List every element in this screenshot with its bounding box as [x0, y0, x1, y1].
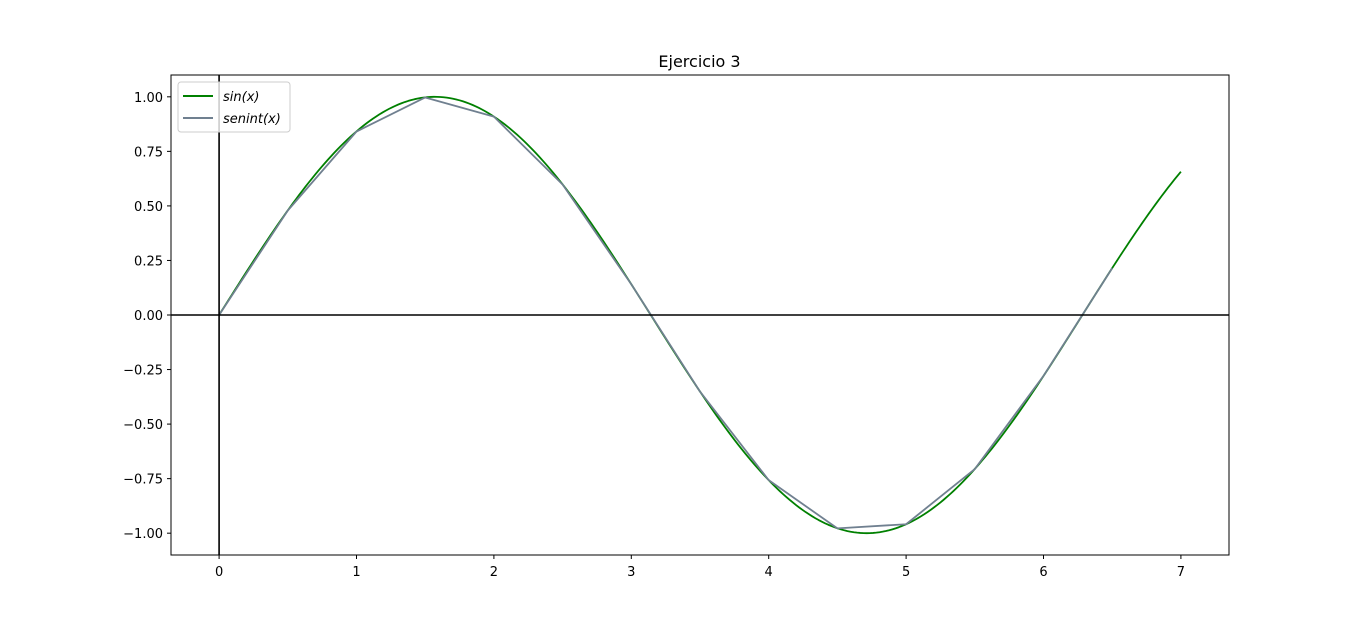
y-tick-label: 0.75	[134, 145, 163, 160]
y-tick-label: 0.50	[134, 200, 163, 215]
series-layer	[218, 95, 1182, 535]
legend-label-sin: sin(x)	[223, 90, 259, 105]
y-tick-label: 1.00	[134, 91, 163, 106]
chart-title: Ejercicio 3	[658, 52, 740, 71]
x-axis-ticks: 0 1 2 3 4 5 6 7	[215, 555, 1185, 580]
series-line-senint	[218, 96, 1113, 530]
y-axis-ticks: 1.00 0.75 0.50 0.25 0.00 −0.25 −0.50 −0.75 −1.00	[123, 91, 171, 542]
y-tick-label: −0.50	[123, 418, 163, 433]
y-tick-label: −0.25	[123, 364, 163, 379]
legend-box	[177, 81, 291, 133]
reference-lines	[171, 75, 1229, 555]
x-tick-label: 3	[627, 565, 635, 580]
y-tick-label: 0.25	[134, 254, 163, 269]
legend-label-senint: senint(x)	[223, 112, 281, 127]
x-tick-label: 7	[1177, 565, 1185, 580]
x-tick-label: 6	[1039, 565, 1047, 580]
x-tick-label: 2	[490, 565, 498, 580]
y-tick-label: −1.00	[123, 527, 163, 542]
x-tick-label: 0	[215, 565, 223, 580]
y-tick-label: −0.75	[123, 473, 163, 488]
x-tick-label: 5	[902, 565, 910, 580]
y-tick-label: 0.00	[134, 309, 163, 324]
legend: sin(x) senint(x)	[177, 81, 291, 133]
x-tick-label: 4	[765, 565, 773, 580]
x-tick-label: 1	[352, 565, 360, 580]
